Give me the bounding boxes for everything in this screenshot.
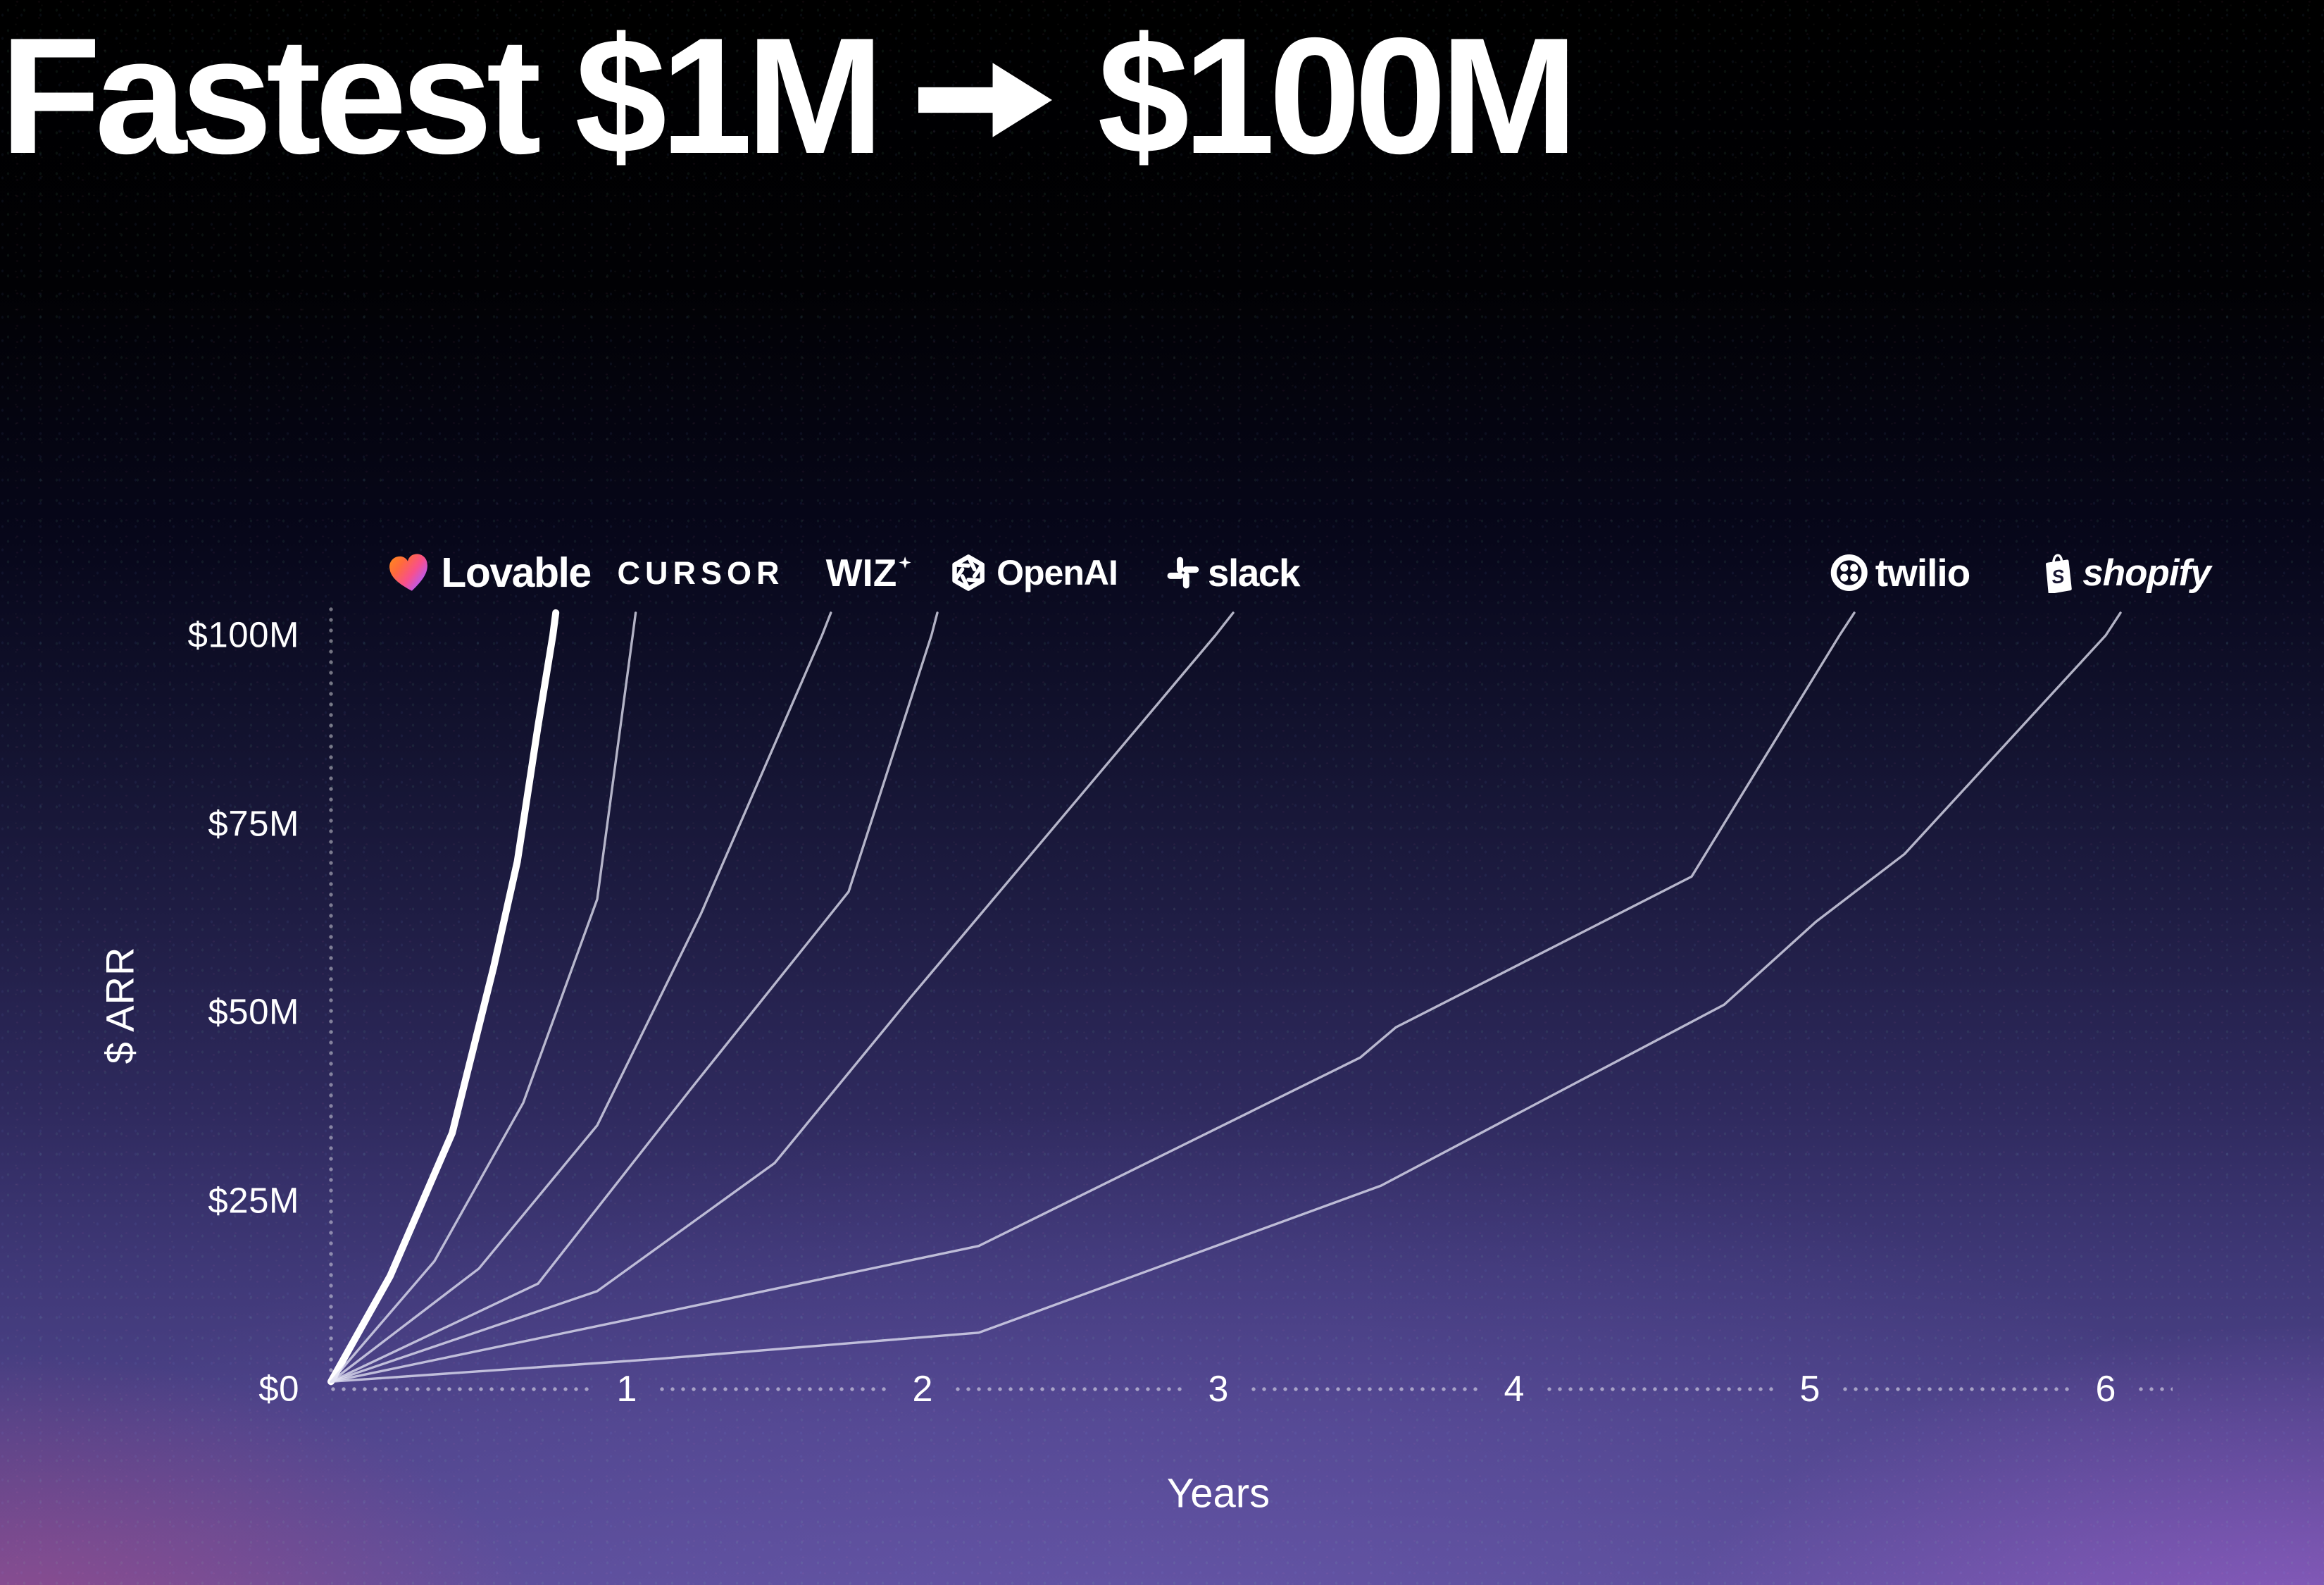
y-tick-label: $25M xyxy=(208,1179,299,1220)
logo-shopify: S shopify xyxy=(2039,548,2211,597)
title-right: $100M xyxy=(1097,2,1578,188)
series-line-cursor xyxy=(330,611,637,1384)
y-tick-label: $75M xyxy=(208,802,299,843)
arrow-right-icon xyxy=(918,63,1053,137)
logo-twilio: twilio xyxy=(1830,548,1970,597)
y-tick-label: $0 xyxy=(258,1368,299,1409)
series-line-wiz xyxy=(330,611,832,1384)
page-title: Fastest $1M $100M xyxy=(0,0,1578,190)
x-tick-label: 1 xyxy=(616,1369,637,1410)
x-tick-label: 4 xyxy=(1504,1369,1525,1410)
logo-lovable-label: Lovable xyxy=(441,549,592,596)
series-line-openai xyxy=(330,611,939,1384)
twilio-logo-icon xyxy=(1830,554,1868,591)
title-left: Fastest $1M xyxy=(0,2,884,188)
lovable-heart-icon xyxy=(386,550,433,595)
logo-lovable: Lovable xyxy=(386,548,592,597)
series-line-lovable xyxy=(327,609,560,1386)
y-axis-dotted-line xyxy=(329,607,333,1389)
slack-logo-icon xyxy=(1167,557,1199,589)
series-line-shopify xyxy=(330,611,2122,1384)
y-tick-label: $50M xyxy=(208,991,299,1032)
series-line-twilio xyxy=(330,611,1856,1384)
x-axis-dotted-segment xyxy=(1251,1387,1481,1391)
x-axis-dotted-segment xyxy=(660,1387,889,1391)
x-axis-dotted-segment xyxy=(331,1387,594,1391)
x-tick-label: 2 xyxy=(912,1369,933,1410)
x-tick-label: 3 xyxy=(1208,1369,1229,1410)
series-line-slack xyxy=(330,611,1235,1384)
logo-cursor-label: CURSOR xyxy=(617,554,785,591)
logo-twilio-label: twilio xyxy=(1875,550,1971,595)
logo-slack-label: slack xyxy=(1207,550,1301,595)
wiz-sparkle-icon xyxy=(899,556,911,568)
logo-cursor: CURSOR xyxy=(617,548,784,597)
x-axis-dotted-segment xyxy=(1547,1387,1777,1391)
shopify-bag-icon: S xyxy=(2046,554,2072,593)
openai-logo-icon xyxy=(952,554,985,591)
x-axis-dotted-segment xyxy=(956,1387,1185,1391)
logo-openai: OpenAI xyxy=(949,548,1118,597)
x-axis-dotted-segment xyxy=(1843,1387,2073,1391)
logo-wiz-label: WIZ xyxy=(825,550,897,595)
y-tick-label: $100M xyxy=(187,614,299,655)
logo-openai-label: OpenAI xyxy=(997,553,1118,592)
x-axis-label: Years xyxy=(1166,1470,1270,1517)
logo-wiz: WIZ xyxy=(826,548,911,597)
x-tick-label: 6 xyxy=(2095,1369,2116,1410)
logo-shopify-label: shopify xyxy=(2082,552,2211,594)
x-tick-label: 5 xyxy=(1799,1369,1820,1410)
logo-slack: slack xyxy=(1166,548,1301,597)
x-axis-dotted-segment xyxy=(2139,1387,2173,1391)
svg-text:S: S xyxy=(2051,566,2066,588)
